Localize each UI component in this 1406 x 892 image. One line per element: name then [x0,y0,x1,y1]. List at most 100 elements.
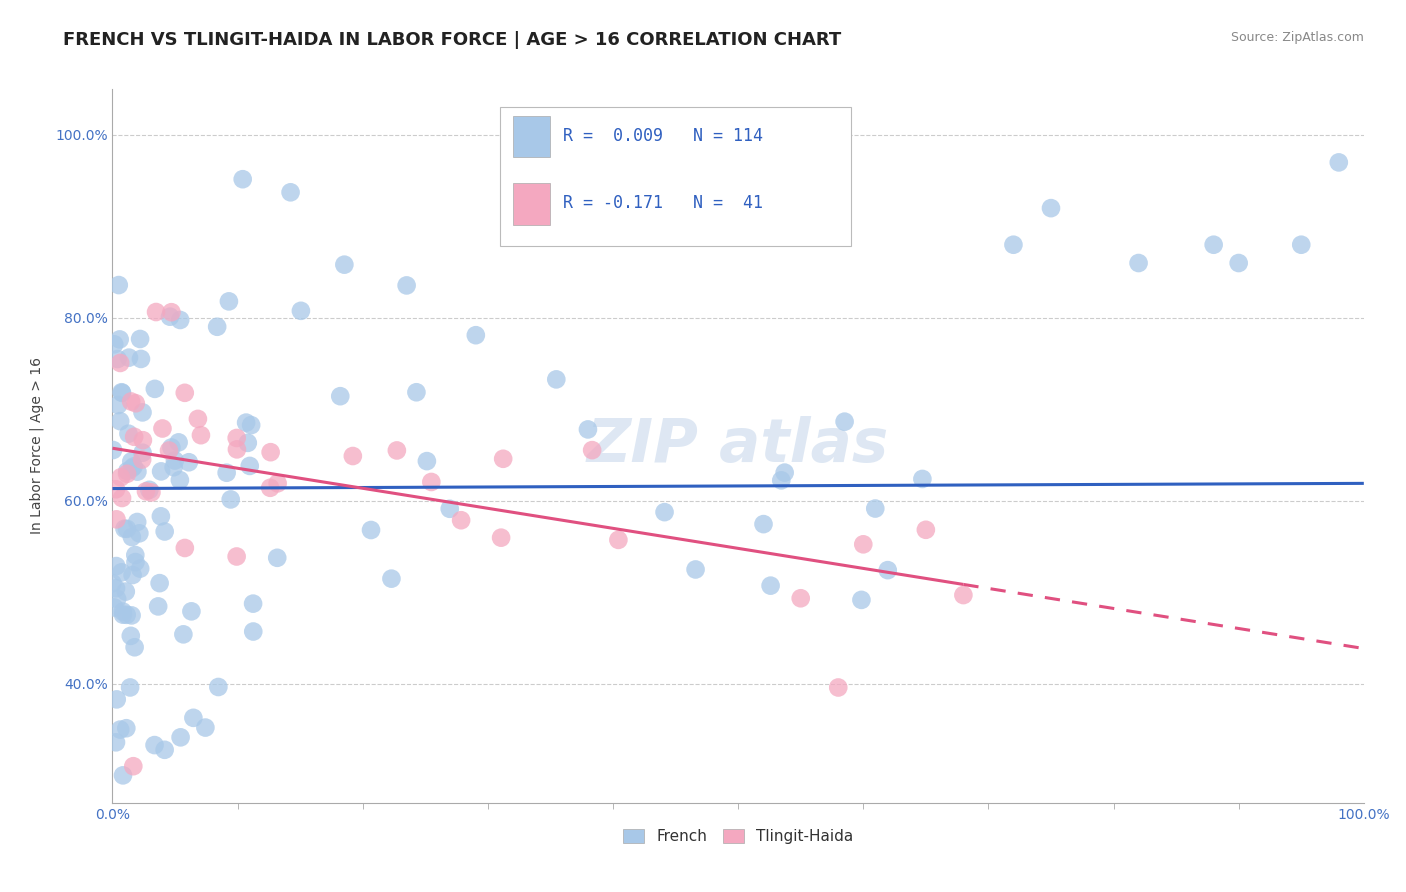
Point [159,310,181,324]
Point [149,509,172,524]
Point [439,501,461,516]
Point [160,305,183,319]
Point [865,501,887,516]
Point [117,464,139,478]
Point [104,735,127,749]
Point [167,435,190,450]
Point [215,466,238,480]
Point [163,460,186,475]
Point [141,485,163,500]
Point [266,476,288,491]
Point [770,474,793,488]
Point [118,351,141,365]
Point [576,422,599,436]
Point [1227,256,1250,270]
Point [851,593,873,607]
Point [115,721,138,735]
Point [108,414,131,428]
Point [827,681,849,695]
Point [607,533,630,547]
Point [852,537,875,551]
Point [111,607,134,622]
Point [103,337,125,351]
Point [834,415,856,429]
Point [205,319,228,334]
Point [173,541,195,555]
Point [911,472,934,486]
Point [329,389,352,403]
Point [342,449,364,463]
Point [120,454,142,468]
Point [380,572,402,586]
Point [395,278,418,293]
Point [546,372,568,386]
Point [115,467,138,481]
Point [145,305,167,319]
Point [146,599,169,614]
Point [259,481,281,495]
Point [110,385,132,400]
Point [124,548,146,562]
Point [259,445,281,459]
Point [1202,237,1225,252]
Point [177,455,200,469]
Point [143,382,166,396]
Point [107,278,129,293]
Point [218,294,240,309]
Point [110,470,132,484]
Point [163,453,186,467]
Point [131,405,153,419]
Point [111,491,134,505]
Point [190,428,212,442]
Point [121,530,143,544]
Point [111,605,134,619]
Point [790,591,813,606]
Bar [513,116,550,157]
Point [124,555,146,569]
Bar [513,184,550,225]
Point [232,172,254,186]
FancyBboxPatch shape [501,107,851,246]
Point [225,549,247,564]
Legend: French, Tlingit-Haida: French, Tlingit-Haida [619,824,858,848]
Point [333,258,356,272]
Point [120,394,142,409]
Point [240,418,263,433]
Point [103,600,125,615]
Point [876,563,898,577]
Point [149,576,172,591]
Point [450,513,472,527]
Point [157,443,180,458]
Point [110,356,132,370]
Point [194,721,217,735]
Point [489,531,512,545]
Point [107,351,129,366]
Point [152,421,174,435]
Point [131,446,153,460]
Point [266,550,288,565]
Point [132,434,155,448]
Point [143,738,166,752]
Point [150,464,173,478]
Point [685,562,707,576]
Point [492,451,515,466]
Point [111,768,134,782]
Point [180,604,202,618]
Point [235,416,257,430]
Point [129,332,152,346]
Point [1291,237,1313,252]
Point [236,435,259,450]
Point [115,522,138,536]
Point [131,452,153,467]
Point [127,465,149,479]
Point [121,608,143,623]
Point [360,523,382,537]
Point [105,512,128,526]
Point [169,473,191,487]
Point [122,759,145,773]
Point [124,640,146,655]
Point [654,505,676,519]
Point [952,588,974,602]
Point [121,461,143,475]
Point [169,731,191,745]
